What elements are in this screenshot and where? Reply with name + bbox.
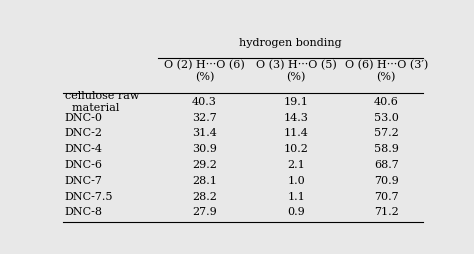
Text: 10.2: 10.2 <box>284 144 309 154</box>
Text: 70.7: 70.7 <box>374 192 399 201</box>
Text: DNC-2: DNC-2 <box>65 129 103 138</box>
Text: 19.1: 19.1 <box>284 97 309 107</box>
Text: 2.1: 2.1 <box>287 160 305 170</box>
Text: DNC-7: DNC-7 <box>65 176 103 186</box>
Text: 70.9: 70.9 <box>374 176 399 186</box>
Text: 28.2: 28.2 <box>192 192 217 201</box>
Text: 68.7: 68.7 <box>374 160 399 170</box>
Text: 28.1: 28.1 <box>192 176 217 186</box>
Text: 30.9: 30.9 <box>192 144 217 154</box>
Text: 58.9: 58.9 <box>374 144 399 154</box>
Text: 11.4: 11.4 <box>284 129 309 138</box>
Text: 31.4: 31.4 <box>192 129 217 138</box>
Text: 1.1: 1.1 <box>287 192 305 201</box>
Text: cellulose raw
  material: cellulose raw material <box>65 91 139 113</box>
Text: 53.0: 53.0 <box>374 113 399 123</box>
Text: DNC-8: DNC-8 <box>65 207 103 217</box>
Text: 1.0: 1.0 <box>287 176 305 186</box>
Text: 57.2: 57.2 <box>374 129 399 138</box>
Text: DNC-0: DNC-0 <box>65 113 103 123</box>
Text: DNC-7.5: DNC-7.5 <box>65 192 113 201</box>
Text: 14.3: 14.3 <box>284 113 309 123</box>
Text: 0.9: 0.9 <box>287 207 305 217</box>
Text: O (2) H···O (6)
(%): O (2) H···O (6) (%) <box>164 60 245 82</box>
Text: 40.3: 40.3 <box>192 97 217 107</box>
Text: 29.2: 29.2 <box>192 160 217 170</box>
Text: 40.6: 40.6 <box>374 97 399 107</box>
Text: 32.7: 32.7 <box>192 113 217 123</box>
Text: DNC-6: DNC-6 <box>65 160 103 170</box>
Text: 71.2: 71.2 <box>374 207 399 217</box>
Text: hydrogen bonding: hydrogen bonding <box>239 38 342 48</box>
Text: 27.9: 27.9 <box>192 207 217 217</box>
Text: DNC-4: DNC-4 <box>65 144 103 154</box>
Text: O (3) H···O (5)
(%): O (3) H···O (5) (%) <box>256 60 337 82</box>
Text: O (6) H···O (3′)
(%): O (6) H···O (3′) (%) <box>345 60 428 82</box>
